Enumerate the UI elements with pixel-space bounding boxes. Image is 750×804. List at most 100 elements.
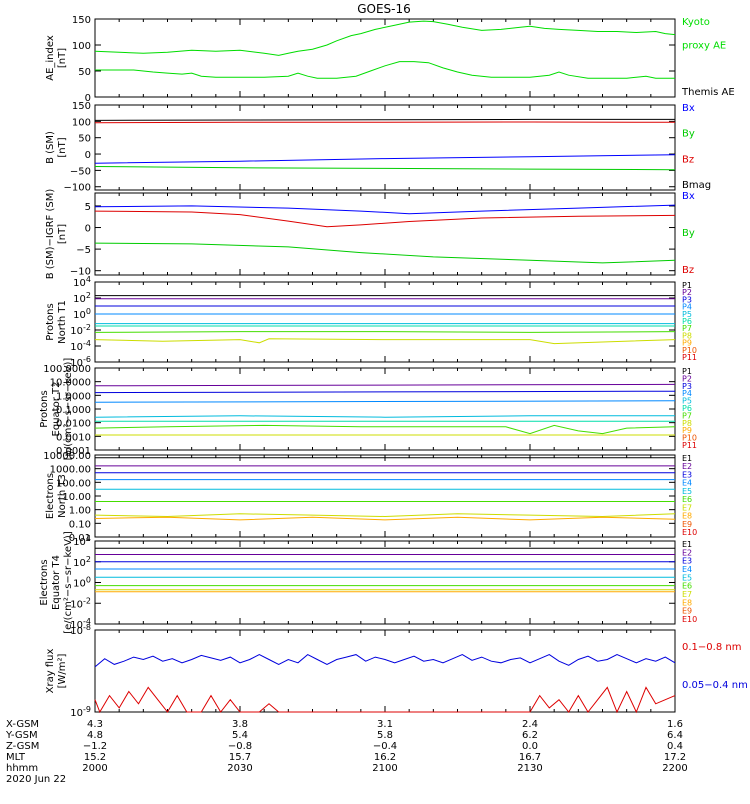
ylabel-ae-0: AE_index: [45, 35, 56, 81]
series-line-en-7: [94, 516, 676, 521]
ytick-label-ae-3: 150: [72, 15, 91, 26]
ytick-label-bsm-2: 0: [85, 150, 91, 161]
xaxis-value-0-3: 2.4: [522, 719, 538, 730]
series-line-pe-4: [94, 415, 675, 418]
ytick-label-en-5: 0.10: [69, 519, 91, 530]
legend-bsm-2: Bz: [682, 154, 694, 165]
series-line-pe-1: [94, 383, 676, 387]
ytick-label-pn-2: 100: [73, 307, 91, 321]
xaxis-value-0-4: 1.6: [667, 719, 683, 730]
legend-pn-2: P3: [682, 295, 692, 304]
xaxis-value-0-2: 3.1: [377, 719, 393, 730]
ytick-label-bsm-0: −100: [64, 183, 91, 194]
legend-ee-4: E5: [682, 573, 692, 582]
series-line-xray-0: [94, 654, 676, 668]
series-line-bdiff-2: [94, 242, 676, 264]
legend-ee-9: E10: [682, 615, 697, 624]
legend-ee-3: E4: [682, 565, 692, 574]
ytick-label-bdiff-1: −5: [76, 245, 91, 256]
ytick-label-pn-5: 10-6: [70, 355, 91, 369]
xaxis-value-3-4: 17.2: [664, 752, 686, 763]
ytick-label-bdiff-2: 0: [85, 224, 91, 235]
xaxis-value-4-2: 2100: [372, 763, 397, 774]
ytick-label-pn-1: 102: [73, 291, 91, 305]
legend-bsm-3: Bmag: [682, 180, 711, 191]
ytick-label-pn-0: 104: [73, 275, 91, 289]
ylabel-xray-0: Xray flux: [45, 649, 56, 694]
legend-ee-6: E7: [682, 590, 692, 599]
legend-ee-1: E2: [682, 548, 692, 557]
xaxis-value-0-1: 3.8: [232, 719, 248, 730]
xaxis-value-1-2: 5.8: [377, 730, 393, 741]
legend-pe-10: P11: [682, 441, 697, 450]
legend-ee-0: E1: [682, 540, 692, 549]
series-line-bdiff-0: [94, 204, 676, 215]
panel-frame-pn: [94, 281, 676, 363]
xaxis-value-2-2: −0.4: [373, 741, 397, 752]
ylabel-bdiff-0: B (SM)−IGRF (SM): [45, 189, 56, 280]
legend-en-6: E7: [682, 503, 692, 512]
series-line-pe-2: [94, 390, 676, 394]
xaxis-value-2-3: 0.0: [522, 741, 538, 752]
series-line-bsm-2: [94, 154, 676, 164]
series-line-pn-6: [94, 331, 676, 333]
legend-pn-5: P6: [682, 317, 692, 326]
legend-ee-7: E8: [682, 598, 692, 607]
panel-frame-ee: [94, 540, 676, 625]
legend-ee-5: E6: [682, 582, 692, 591]
xaxis-value-4-1: 2030: [227, 763, 252, 774]
xaxis-value-2-1: −0.8: [228, 741, 252, 752]
series-line-pe-6: [94, 424, 676, 435]
ytick-label-pe-6: 0.0001: [56, 446, 91, 457]
legend-pn-4: P5: [682, 310, 692, 319]
legend-bsm-0: Bx: [682, 103, 695, 114]
xaxis-row-label-2: Z-GSM: [6, 741, 39, 752]
panel-frame-pe: [94, 367, 676, 451]
legend-bsm-1: By: [682, 129, 695, 140]
series-line-en-6: [94, 513, 676, 518]
legend-pe-8: P9: [682, 426, 692, 435]
ytick-label-bsm-3: 50: [78, 134, 91, 145]
legend-bdiff-1: By: [682, 228, 695, 239]
ytick-label-en-6: 0.01: [69, 533, 91, 544]
ylabel-ae-1: [nT]: [57, 48, 68, 68]
xaxis-value-2-4: 0.4: [667, 741, 683, 752]
panel-frame-xray: [94, 629, 676, 713]
legend-en-5: E6: [682, 495, 692, 504]
xaxis-value-4-0: 2000: [82, 763, 107, 774]
date-label: 2020 Jun 22: [6, 774, 66, 785]
legend-en-3: E4: [682, 479, 692, 488]
ytick-label-pe-2: 1.0000: [56, 391, 91, 402]
ytick-label-bsm-4: 100: [72, 117, 91, 128]
panel-frame-en: [94, 454, 676, 538]
series-line-bsm-3: [94, 166, 676, 171]
ytick-label-en-2: 100.00: [56, 478, 91, 489]
ytick-label-pn-4: 10-4: [70, 339, 91, 353]
ytick-label-xray-0: 10-8: [70, 623, 91, 637]
ytick-label-bsm-1: −50: [70, 166, 91, 177]
legend-pe-6: P7: [682, 411, 692, 420]
ylabel-pe-0: Protons: [39, 390, 50, 427]
legend-xray-0: 0.1−0.8 nm: [682, 642, 741, 653]
ytick-label-pe-5: 0.0010: [56, 432, 91, 443]
xaxis-value-1-3: 6.2: [522, 730, 538, 741]
ytick-label-ee-2: 100: [73, 576, 91, 590]
legend-pe-3: P4: [682, 389, 692, 398]
xaxis-value-2-0: −1.2: [83, 741, 107, 752]
ylabel-ee-1: Equator T4: [51, 555, 62, 610]
legend-pe-4: P5: [682, 397, 692, 406]
legend-en-0: E1: [682, 454, 692, 463]
legend-pe-2: P3: [682, 382, 692, 391]
ylabel-pn-1: North T1: [57, 300, 68, 344]
xaxis-value-4-4: 2200: [662, 763, 687, 774]
xaxis-value-4-3: 2130: [517, 763, 542, 774]
ylabel-bsm-1: [nT]: [57, 137, 68, 157]
xaxis-row-label-0: X-GSM: [6, 719, 39, 730]
ytick-label-bdiff-3: 5: [85, 202, 91, 213]
ytick-label-pn-3: 10-2: [70, 323, 91, 337]
ytick-label-en-3: 10.00: [62, 492, 91, 503]
ytick-label-ee-3: 10-2: [70, 596, 91, 610]
legend-ae-0: Kyoto: [682, 17, 710, 28]
legend-bdiff-2: Bz: [682, 265, 694, 276]
ytick-label-ae-0: 0: [85, 93, 91, 104]
